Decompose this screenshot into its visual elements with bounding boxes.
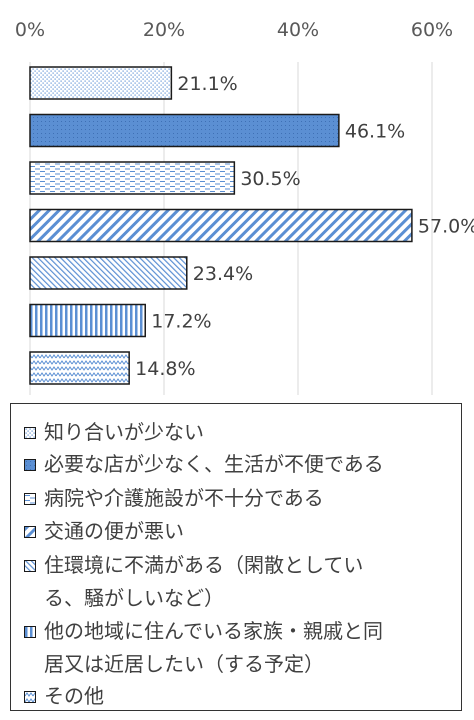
legend-item: 知り合いが少ない — [24, 416, 450, 449]
legend-item: 必要な店が少なく、生活が不便である — [24, 448, 450, 481]
legend-label: 住環境に不満がある（閑散としてい — [44, 553, 364, 577]
data-label: 30.5% — [240, 168, 300, 190]
bar — [29, 113, 340, 148]
legend-item: その他 — [24, 680, 450, 713]
legend-label: 交通の便が悪い — [44, 519, 184, 543]
legend-label: 居又は近居したい（する予定） — [44, 652, 324, 676]
legend-swatch — [24, 560, 36, 572]
legend-label: 知り合いが少ない — [44, 420, 204, 444]
bar-chart: 0% 20% 40% 60% 21.1% 46.1% 30.5% 57.0% 23.4% 17.… — [15, 19, 474, 395]
legend-label: 他の地域に住んでいる家族・親戚と同 — [44, 619, 383, 643]
legend-item: 他の地域に住んでいる家族・親戚と同 居又は近居したい（する予定） — [24, 615, 450, 681]
bar — [29, 66, 173, 100]
chart-legend: 知り合いが少ない必要な店が少なく、生活が不便である 病院や介護施設が不十分である交… — [10, 403, 462, 711]
legend-label: 必要な店が少なく、生活が不便である — [44, 452, 384, 476]
legend-swatch — [24, 427, 36, 439]
legend-swatch — [24, 493, 36, 505]
legend-swatch — [24, 626, 36, 638]
bar — [29, 256, 188, 290]
data-label: 14.8% — [135, 358, 195, 380]
bar — [29, 303, 146, 338]
x-tick-label: 60% — [411, 19, 453, 41]
legend-swatch — [24, 459, 36, 471]
bar — [29, 208, 413, 243]
x-tick-label: 0% — [15, 19, 45, 41]
data-label: 21.1% — [177, 73, 237, 95]
data-label: 57.0% — [418, 216, 474, 238]
legend-label: 病院や介護施設が不十分である — [44, 486, 324, 510]
legend-item: 病院や介護施設が不十分である — [24, 482, 450, 515]
legend-item: 住環境に不満がある（閑散としてい る、騒がしいなど） — [24, 549, 450, 615]
legend-label: その他 — [44, 684, 104, 708]
legend-label: る、騒がしいなど） — [44, 586, 224, 610]
x-tick-label: 40% — [277, 19, 319, 41]
data-label: 46.1% — [345, 121, 405, 143]
bar — [29, 161, 236, 195]
data-label: 23.4% — [193, 263, 253, 285]
bar — [29, 351, 130, 385]
data-label: 17.2% — [151, 311, 211, 333]
legend-swatch — [24, 691, 36, 703]
x-tick-label: 20% — [143, 19, 185, 41]
legend-swatch — [24, 526, 36, 538]
legend-item: 交通の便が悪い — [24, 515, 450, 548]
